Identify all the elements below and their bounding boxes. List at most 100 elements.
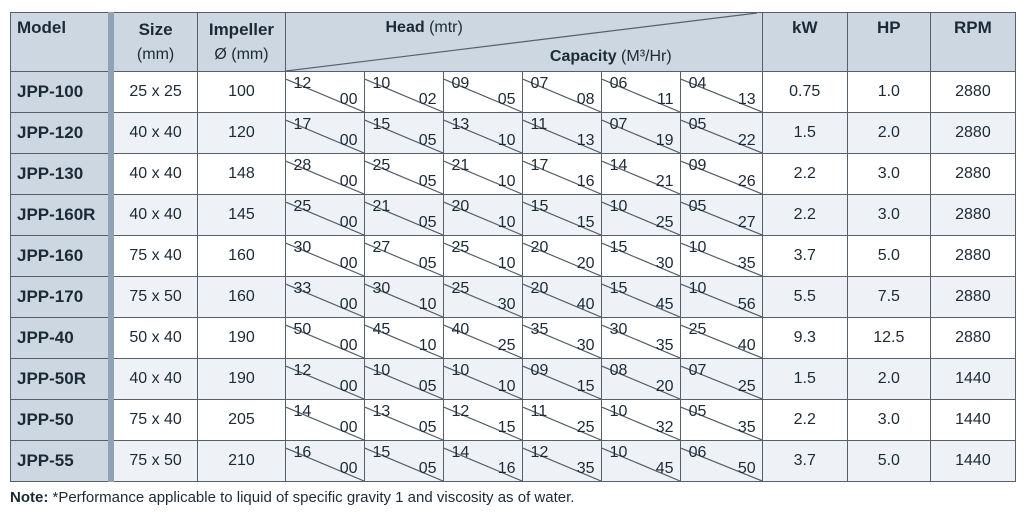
- impeller-cell: 160: [197, 276, 286, 318]
- cell-diagonal-line: [681, 318, 762, 358]
- head-value: 15: [372, 116, 391, 133]
- head-capacity-cell: 14 00: [284, 399, 365, 441]
- model-cell: JPP-160: [9, 235, 114, 277]
- head-value: 11: [530, 403, 548, 420]
- model-cell: JPP-100: [9, 71, 114, 113]
- cell-diagonal-line: [365, 318, 443, 358]
- head-value: 25: [372, 157, 391, 174]
- head-capacity-cell: 15 05: [363, 112, 444, 154]
- size-cell: 40 x 40: [110, 112, 199, 154]
- head-value: 04: [688, 75, 707, 92]
- cell-diagonal-line: [286, 277, 364, 317]
- head-capacity-cell: 20 20: [521, 235, 602, 277]
- capacity-value: 05: [418, 132, 437, 149]
- table-row: JPP-170 75 x 50 160 33 00 30 10 25 30 20 40 15 45 10 5…: [9, 276, 1017, 318]
- head-capacity-cell: 13 05: [363, 399, 444, 441]
- capacity-value: 05: [418, 255, 437, 272]
- header-capacity-label: Capacity: [549, 48, 617, 65]
- cell-diagonal-line: [365, 359, 443, 399]
- head-capacity-cell: 06 11: [600, 71, 681, 113]
- cell-diagonal-line: [681, 195, 762, 235]
- head-value: 12: [451, 403, 470, 420]
- head-value: 15: [372, 444, 391, 461]
- head-capacity-cell: 30 35: [600, 317, 681, 359]
- cell-diagonal-line: [444, 318, 522, 358]
- hp-cell: 7.5: [846, 276, 931, 318]
- head-capacity-cell: 12 00: [284, 71, 365, 113]
- capacity-value: 16: [497, 460, 516, 477]
- cell-diagonal-line: [444, 154, 522, 194]
- head-capacity-cell: 30 10: [363, 276, 444, 318]
- header-kw: kW: [761, 12, 848, 72]
- head-capacity-cell: 11 25: [521, 399, 602, 441]
- head-capacity-cell: 07 19: [600, 112, 681, 154]
- footnote: Note: *Performance applicable to liquid …: [10, 489, 574, 506]
- hp-cell: 3.0: [846, 399, 931, 441]
- head-capacity-cell: 50 00: [284, 317, 365, 359]
- impeller-cell: 205: [197, 399, 286, 441]
- capacity-value: 05: [418, 214, 437, 231]
- head-capacity-cell: 08 20: [600, 358, 681, 400]
- capacity-value: 10: [497, 255, 516, 272]
- size-cell: 75 x 40: [110, 235, 199, 277]
- cell-diagonal-line: [365, 154, 443, 194]
- capacity-value: 10: [418, 337, 437, 354]
- head-value: 07: [609, 116, 628, 133]
- capacity-value: 40: [737, 337, 756, 354]
- head-value: 15: [609, 280, 628, 297]
- cell-diagonal-line: [523, 359, 601, 399]
- impeller-cell: 190: [197, 358, 286, 400]
- cell-diagonal-line: [286, 400, 364, 440]
- capacity-value: 00: [339, 91, 358, 108]
- capacity-value: 13: [576, 132, 595, 149]
- capacity-value: 00: [339, 419, 358, 436]
- capacity-value: 00: [339, 460, 358, 477]
- head-value: 05: [688, 198, 707, 215]
- rpm-cell: 1440: [929, 440, 1017, 482]
- head-value: 15: [530, 198, 549, 215]
- header-head: Head (mtr): [386, 19, 463, 37]
- head-value: 30: [372, 280, 391, 297]
- size-cell: 25 x 25: [110, 71, 199, 113]
- head-capacity-cell: 07 08: [521, 71, 602, 113]
- cell-diagonal-line: [286, 359, 364, 399]
- rpm-cell: 2880: [929, 153, 1017, 195]
- capacity-value: 13: [737, 91, 756, 108]
- head-value: 06: [609, 75, 628, 92]
- table-body: JPP-100 25 x 25 100 12 00 10 02 09 05 07 08 06 11 04 1…: [9, 71, 1017, 482]
- cell-diagonal-line: [602, 400, 680, 440]
- header-size: Size (mm): [110, 12, 199, 72]
- cell-diagonal-line: [602, 154, 680, 194]
- cell-diagonal-line: [286, 236, 364, 276]
- cell-diagonal-line: [365, 277, 443, 317]
- capacity-value: 10: [418, 296, 437, 313]
- head-capacity-cell: 10 02: [363, 71, 444, 113]
- head-capacity-cell: 14 16: [442, 440, 523, 482]
- capacity-value: 10: [497, 214, 516, 231]
- capacity-value: 27: [737, 214, 756, 231]
- head-value: 09: [451, 75, 470, 92]
- head-capacity-cell: 12 15: [442, 399, 523, 441]
- hp-cell: 2.0: [846, 358, 931, 400]
- cell-diagonal-line: [444, 400, 522, 440]
- head-value: 09: [530, 362, 549, 379]
- rpm-cell: 1440: [929, 358, 1017, 400]
- head-capacity-cell: 10 25: [600, 194, 681, 236]
- table-row: JPP-100 25 x 25 100 12 00 10 02 09 05 07 08 06 11 04 1…: [9, 71, 1017, 113]
- header-capacity-unit: (M³/Hr): [621, 48, 672, 65]
- head-capacity-cell: 20 10: [442, 194, 523, 236]
- capacity-value: 10: [497, 378, 516, 395]
- head-capacity-cell: 27 05: [363, 235, 444, 277]
- cell-diagonal-line: [602, 72, 680, 112]
- cell-diagonal-line: [523, 113, 601, 153]
- size-cell: 40 x 40: [110, 194, 199, 236]
- cell-diagonal-line: [365, 236, 443, 276]
- capacity-value: 00: [339, 378, 358, 395]
- head-capacity-cell: 21 05: [363, 194, 444, 236]
- head-capacity-cell: 33 00: [284, 276, 365, 318]
- kw-cell: 1.5: [761, 358, 848, 400]
- capacity-value: 05: [497, 91, 516, 108]
- cell-diagonal-line: [681, 400, 762, 440]
- capacity-value: 20: [655, 378, 674, 395]
- size-cell: 40 x 40: [110, 153, 199, 195]
